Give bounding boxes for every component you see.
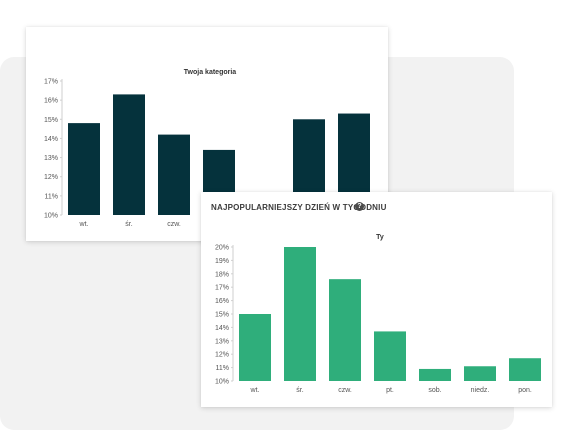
y-tick-label: 13% <box>44 155 58 162</box>
your-chart-card: NAJPOPULARNIEJSZY DZIEŃ W TYGODNIU ? Ty 1… <box>201 192 552 407</box>
y-tick-label: 13% <box>215 338 229 345</box>
chart-bar <box>68 123 100 215</box>
chart-bar <box>284 247 316 381</box>
y-tick-label: 20% <box>215 245 229 252</box>
chart-bar <box>239 314 271 381</box>
x-tick-label: czw. <box>338 387 352 394</box>
y-tick-label: 11% <box>45 193 59 200</box>
chart-bar <box>464 366 496 381</box>
x-tick-label: śr. <box>125 221 132 228</box>
x-tick-label: czw. <box>167 221 181 228</box>
y-tick-label: 15% <box>44 117 58 124</box>
your-bar-chart: Ty 10% 11% 12% 13% 14% 15% 16% 17% 18% 19% 20% wt. śr… <box>215 234 541 394</box>
chart-bar <box>374 331 406 381</box>
y-tick-label: 17% <box>44 79 58 86</box>
question-circle-icon[interactable]: ? <box>355 202 364 211</box>
y-tick-label: 14% <box>215 325 229 332</box>
y-tick-label: 10% <box>44 213 58 220</box>
y-tick-label: 15% <box>215 312 229 319</box>
y-tick-label: 12% <box>44 174 58 181</box>
y-tick-label: 10% <box>215 379 229 386</box>
x-tick-label: śr. <box>296 387 303 394</box>
x-tick-label: pon. <box>518 387 532 394</box>
x-tick-label: sob. <box>428 387 441 394</box>
y-tick-label: 17% <box>215 285 229 292</box>
card-heading: NAJPOPULARNIEJSZY DZIEŃ W TYGODNIU <box>211 203 387 212</box>
chart-bar <box>509 358 541 381</box>
chart-bar <box>419 368 451 381</box>
y-tick-label: 18% <box>215 271 229 278</box>
y-tick-label: 11% <box>216 365 230 372</box>
x-tick-label: wt. <box>250 387 260 394</box>
x-tick-label: niedz. <box>471 387 490 394</box>
chart-bar <box>158 134 190 215</box>
y-tick-label: 16% <box>44 98 58 105</box>
y-tick-label: 14% <box>44 136 58 143</box>
x-tick-label: wt. <box>79 221 89 228</box>
chart-title: Ty <box>376 234 384 241</box>
chart-bar <box>113 94 145 215</box>
chart-title: Twoja kategoria <box>184 69 236 76</box>
y-tick-label: 12% <box>215 352 229 359</box>
y-tick-label: 16% <box>215 298 229 305</box>
chart-bar <box>329 279 361 381</box>
x-tick-label: pt. <box>386 387 394 394</box>
y-tick-label: 19% <box>215 258 229 265</box>
